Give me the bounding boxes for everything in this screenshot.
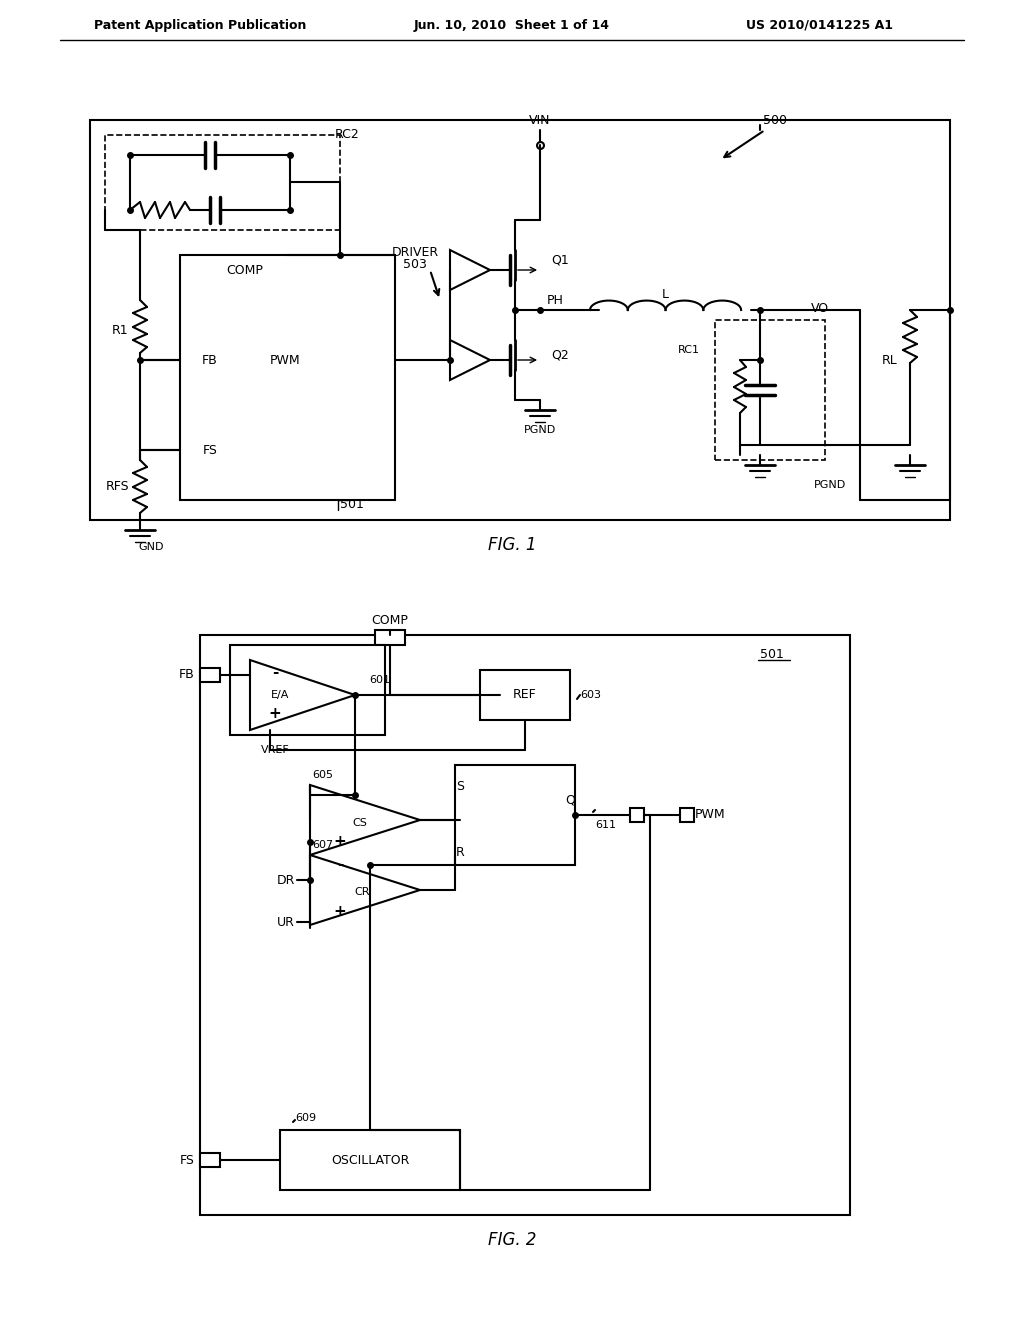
Bar (715, 319, 825, 459)
Text: OSCILLATOR: OSCILLATOR (331, 1154, 410, 1167)
Bar (200, 635, 850, 1214)
Text: REF: REF (513, 689, 537, 701)
Polygon shape (450, 249, 490, 290)
Text: Patent Application Publication: Patent Application Publication (94, 18, 306, 32)
Text: 503: 503 (403, 259, 427, 272)
Bar (180, 255, 395, 500)
Text: 603: 603 (580, 690, 601, 700)
Text: PGND: PGND (814, 480, 846, 490)
Text: R1: R1 (112, 323, 128, 337)
Text: 605: 605 (312, 770, 333, 780)
Text: PWM: PWM (269, 354, 300, 367)
Text: RC1: RC1 (678, 345, 700, 355)
Text: PGND: PGND (524, 425, 556, 436)
Text: US 2010/0141225 A1: US 2010/0141225 A1 (746, 18, 894, 32)
Text: DRIVER: DRIVER (391, 246, 438, 259)
Bar (200, 1152, 220, 1167)
Text: PH: PH (547, 293, 563, 306)
Text: 607: 607 (312, 840, 333, 850)
Text: L: L (662, 289, 669, 301)
Bar (630, 808, 644, 822)
Text: -: - (337, 858, 343, 873)
Text: 601: 601 (369, 675, 390, 685)
Bar (680, 808, 694, 822)
Text: PWM: PWM (695, 808, 726, 821)
Polygon shape (310, 855, 420, 925)
Text: +: + (268, 705, 282, 721)
Text: 609: 609 (295, 1113, 316, 1123)
Text: GND: GND (138, 543, 164, 552)
Text: VREF: VREF (261, 744, 290, 755)
Text: -: - (271, 664, 279, 680)
Text: COMP: COMP (226, 264, 263, 276)
Bar (375, 630, 406, 645)
Bar (230, 645, 385, 735)
Text: FIG. 2: FIG. 2 (487, 1232, 537, 1249)
Bar (200, 668, 220, 682)
Bar (90, 120, 950, 520)
Text: Q: Q (565, 793, 575, 807)
Bar (480, 671, 570, 719)
Bar (280, 1130, 460, 1191)
Text: 611: 611 (595, 820, 616, 830)
Text: -: - (337, 788, 343, 803)
Text: VIN: VIN (529, 114, 551, 127)
Text: Q1: Q1 (551, 253, 569, 267)
Polygon shape (310, 785, 420, 855)
Text: 500: 500 (763, 114, 787, 127)
Text: RFS: RFS (106, 480, 130, 494)
Text: FIG. 1: FIG. 1 (487, 536, 537, 554)
Bar (105, 135, 340, 230)
Text: FB: FB (202, 354, 218, 367)
Text: +: + (334, 834, 346, 850)
Text: Q2: Q2 (551, 348, 569, 362)
Bar (455, 766, 575, 865)
Text: DR: DR (276, 874, 295, 887)
Text: CS: CS (352, 818, 368, 828)
Text: 501: 501 (760, 648, 784, 661)
Text: VO: VO (811, 301, 829, 314)
Text: RC2: RC2 (335, 128, 359, 141)
Text: S: S (456, 780, 464, 793)
Text: FB: FB (179, 668, 195, 681)
Text: E/A: E/A (270, 690, 289, 700)
Text: COMP: COMP (372, 614, 409, 627)
Text: Jun. 10, 2010  Sheet 1 of 14: Jun. 10, 2010 Sheet 1 of 14 (414, 18, 610, 32)
Polygon shape (450, 341, 490, 380)
Text: FS: FS (203, 444, 217, 457)
Text: R: R (456, 846, 464, 859)
Text: UR: UR (278, 916, 295, 928)
Text: +: + (334, 904, 346, 920)
Text: FS: FS (180, 1154, 195, 1167)
Text: CR: CR (354, 887, 370, 898)
Text: 501: 501 (340, 499, 364, 511)
Polygon shape (250, 660, 355, 730)
Text: RL: RL (882, 354, 898, 367)
